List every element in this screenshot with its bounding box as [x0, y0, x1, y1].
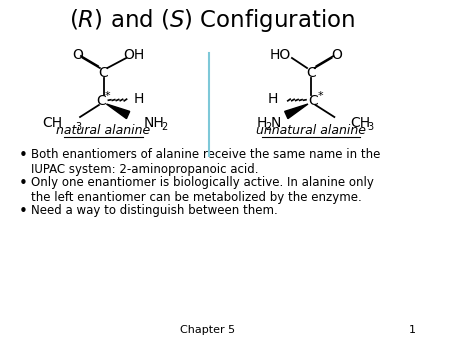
Text: CH: CH	[351, 116, 370, 130]
Text: Both enantiomers of alanine receive the same name in the
IUPAC system: 2-aminopr: Both enantiomers of alanine receive the …	[31, 148, 380, 176]
Text: C: C	[96, 94, 106, 108]
Text: •: •	[19, 204, 28, 219]
Text: 3: 3	[367, 122, 374, 132]
Text: Only one enantiomer is biologically active. In alanine only
the left enantiomer : Only one enantiomer is biologically acti…	[31, 176, 374, 204]
Text: O: O	[331, 48, 342, 62]
Text: C: C	[99, 66, 108, 80]
Text: *: *	[104, 91, 110, 101]
Text: H: H	[256, 116, 266, 130]
Text: N: N	[270, 116, 281, 130]
Text: natural alanine: natural alanine	[56, 124, 151, 138]
Text: •: •	[19, 148, 28, 163]
Text: *: *	[317, 91, 323, 101]
Text: OH: OH	[123, 48, 144, 62]
Text: 3: 3	[75, 122, 81, 132]
Polygon shape	[106, 104, 130, 119]
Text: H: H	[267, 92, 278, 106]
Text: 1: 1	[409, 325, 416, 335]
Text: •: •	[19, 176, 28, 191]
Text: O: O	[73, 48, 84, 62]
Text: Need a way to distinguish between them.: Need a way to distinguish between them.	[31, 204, 278, 217]
Text: 2: 2	[266, 122, 272, 132]
Text: unnatural alanine: unnatural alanine	[256, 124, 366, 138]
Text: Chapter 5: Chapter 5	[180, 325, 235, 335]
Text: C: C	[306, 66, 315, 80]
Text: 2: 2	[161, 122, 167, 132]
Text: HO: HO	[270, 48, 291, 62]
Text: ($\mathit{R}$) and ($\mathit{S}$) Configuration: ($\mathit{R}$) and ($\mathit{S}$) Config…	[69, 6, 355, 33]
Polygon shape	[285, 104, 308, 119]
Text: CH: CH	[42, 116, 62, 130]
Text: C: C	[309, 94, 319, 108]
Text: H: H	[134, 92, 144, 106]
Text: NH: NH	[144, 116, 165, 130]
